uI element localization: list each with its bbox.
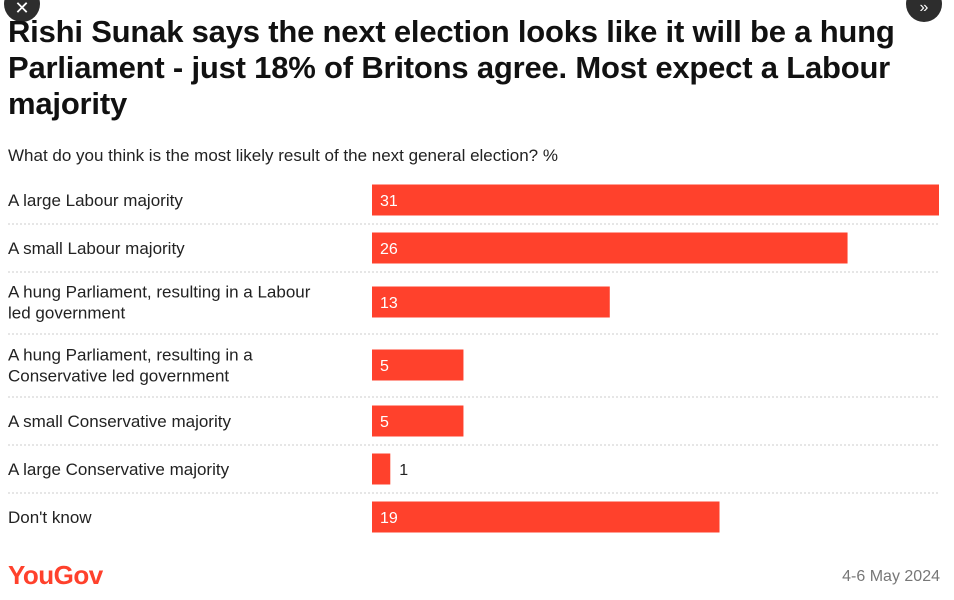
value-label: 5 — [380, 358, 389, 375]
category-label: Don't know — [8, 508, 92, 527]
value-label: 1 — [399, 462, 408, 479]
bar-chart: A large Labour majority 31 A small Labour … — [8, 184, 939, 533]
bar — [372, 501, 720, 533]
bar — [372, 184, 939, 216]
bar — [372, 349, 464, 381]
chart-title: Rishi Sunak says the next election looks… — [8, 14, 895, 121]
bar — [372, 232, 848, 264]
value-label: 26 — [380, 241, 398, 258]
category-label: A hung Parliament, resulting in a Conserv… — [8, 346, 253, 386]
chart-subtitle: What do you think is the most likely res… — [8, 146, 558, 165]
value-label: 13 — [380, 295, 398, 312]
category-label: A large Conservative majority — [8, 460, 230, 479]
category-label: A small Labour majority — [8, 239, 185, 258]
value-label: 19 — [380, 510, 398, 527]
value-label: 31 — [380, 193, 398, 210]
bar — [372, 405, 464, 437]
bar — [372, 453, 391, 485]
category-label: A large Labour majority — [8, 191, 183, 210]
category-label: A small Conservative majority — [8, 412, 231, 431]
category-label: A hung Parliament, resulting in a Labour… — [8, 283, 311, 323]
next-chevron-icon[interactable]: » — [906, 0, 942, 22]
value-label: 5 — [380, 414, 389, 431]
yougov-logo: YouGov — [8, 560, 103, 590]
close-icon[interactable]: ✕ — [4, 0, 40, 22]
survey-date: 4-6 May 2024 — [842, 568, 940, 585]
bar — [372, 286, 610, 318]
